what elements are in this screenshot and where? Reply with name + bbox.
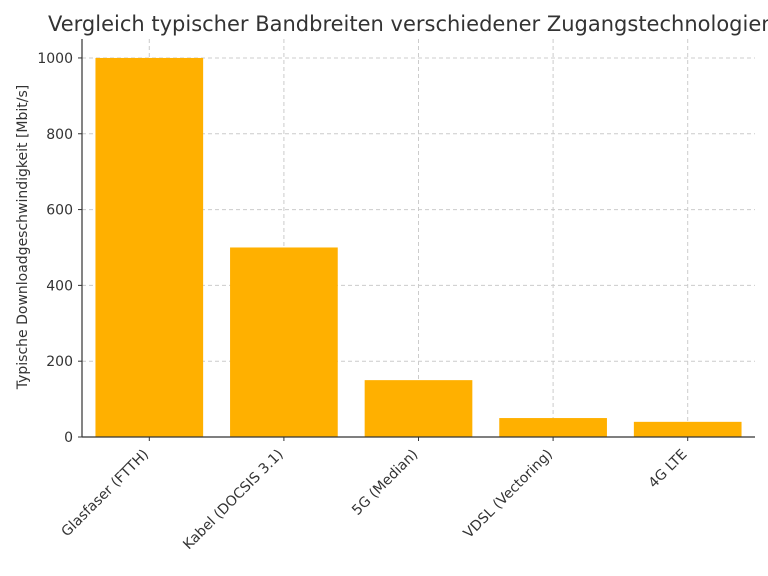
bar xyxy=(633,421,742,437)
bar xyxy=(364,380,473,437)
chart-title: Vergleich typischer Bandbreiten verschie… xyxy=(48,12,768,36)
y-tick-label: 400 xyxy=(46,278,73,294)
x-tick-label: 5G (Median) xyxy=(349,447,421,519)
bar-layer xyxy=(95,57,742,437)
y-tick-label: 200 xyxy=(46,354,73,370)
bar xyxy=(95,57,204,437)
bar xyxy=(499,418,607,437)
x-tick-label: 4G LTE xyxy=(646,447,691,492)
y-tick-label: 0 xyxy=(64,430,73,446)
y-tick-label: 1000 xyxy=(37,51,73,67)
y-tick-label: 800 xyxy=(46,127,73,143)
x-tick-label: Kabel (DOCSIS 3.1) xyxy=(180,447,286,553)
y-tick-label: 600 xyxy=(46,203,73,219)
x-tick-label: VDSL (Vectoring) xyxy=(461,447,556,542)
x-tick-label: Glasfaser (FTTH) xyxy=(59,447,153,541)
bar xyxy=(230,247,338,437)
y-axis-label: Typische Downloadgeschwindigkeit [Mbit/s… xyxy=(15,85,31,391)
